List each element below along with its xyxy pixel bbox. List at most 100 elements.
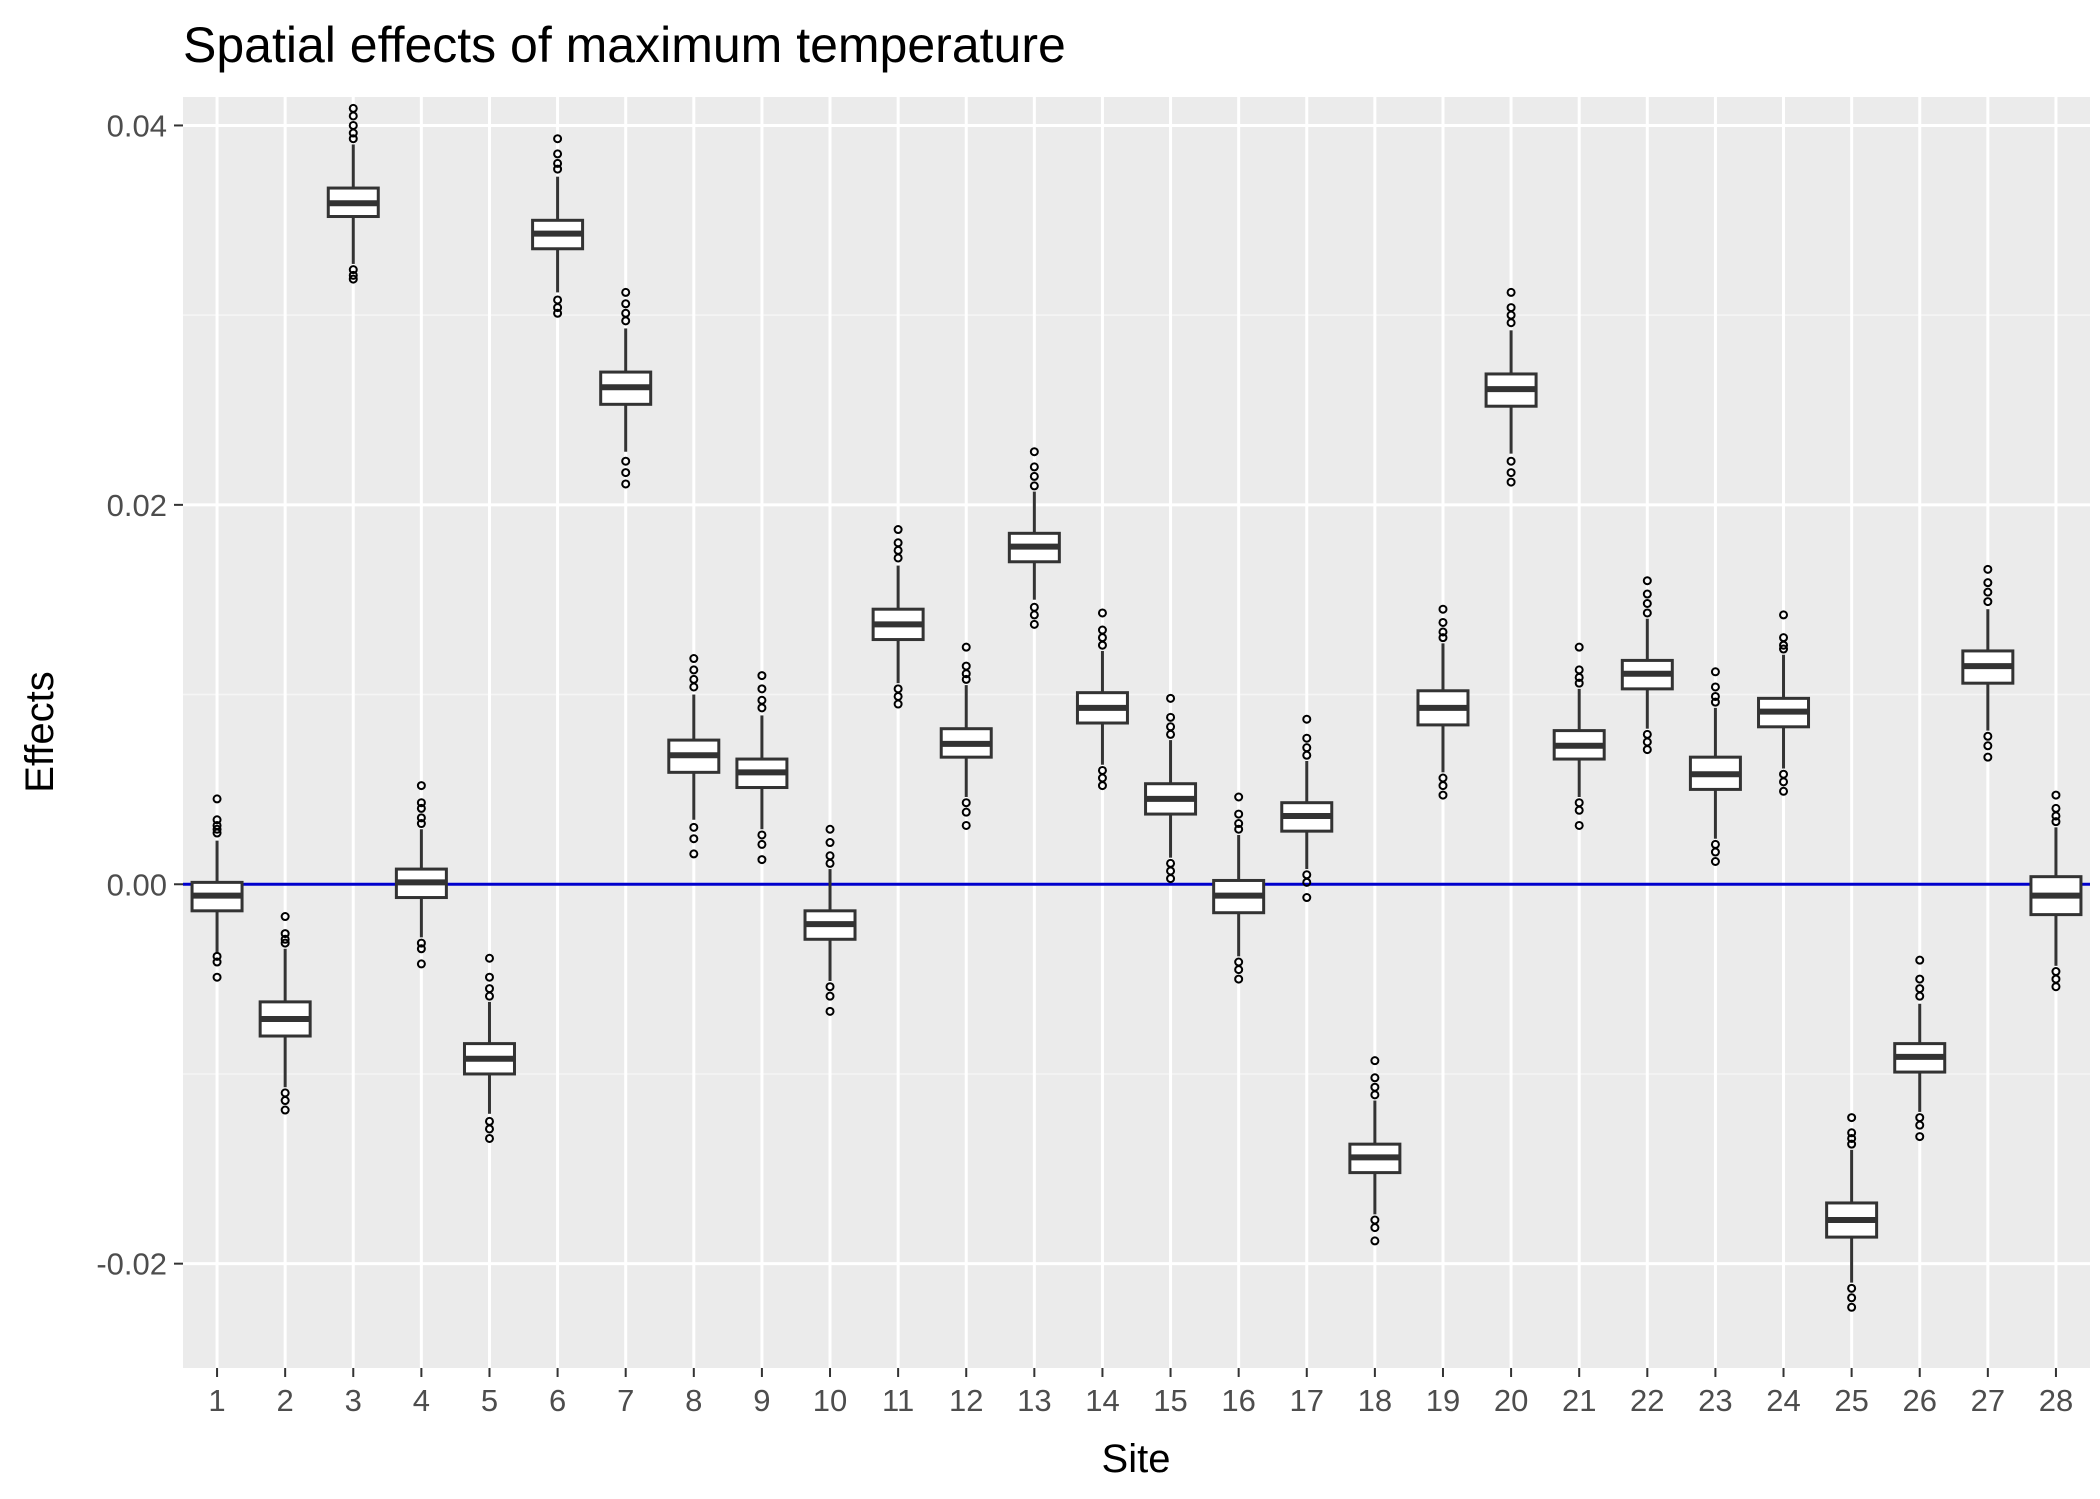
outlier-point <box>1915 955 1925 965</box>
outlier-point <box>1710 691 1720 701</box>
outlier-point <box>689 834 699 844</box>
outlier-point <box>553 164 563 174</box>
outlier-point <box>1642 589 1652 599</box>
outlier-point <box>212 972 222 982</box>
outlier-point <box>416 813 426 823</box>
outlier-point <box>1370 1073 1380 1083</box>
outlier-point <box>1029 471 1039 481</box>
outlier-point <box>1779 610 1789 620</box>
box-site-15 <box>1144 693 1198 884</box>
outlier-point <box>1438 781 1448 791</box>
outlier-point <box>348 134 358 144</box>
outlier-point <box>1302 877 1312 887</box>
outlier-point <box>1983 564 1993 574</box>
outlier-point <box>484 991 494 1001</box>
outlier-point <box>416 798 426 808</box>
outlier-point <box>1166 693 1176 703</box>
outlier-point <box>416 803 426 813</box>
outlier-point <box>1983 741 1993 751</box>
x-tick-label: 11 <box>882 1383 914 1418</box>
outlier-point <box>1710 847 1720 857</box>
outlier-point <box>825 1006 835 1016</box>
outlier-point <box>1847 1113 1857 1123</box>
outlier-point <box>1506 468 1516 478</box>
outlier-point <box>961 642 971 652</box>
outlier-point <box>280 929 290 939</box>
outlier-point <box>1234 819 1244 829</box>
outlier-point <box>348 270 358 280</box>
box-site-10 <box>803 824 857 1016</box>
outlier-point <box>2051 811 2061 821</box>
outlier-point <box>1029 481 1039 491</box>
outlier-point <box>553 149 563 159</box>
outlier-point <box>553 308 563 318</box>
y-tick-label: 0.02 <box>107 488 167 523</box>
box-site-18 <box>1348 1056 1402 1246</box>
outlier-point <box>1234 824 1244 834</box>
outlier-point <box>1302 733 1312 743</box>
x-tick-label: 25 <box>1834 1383 1868 1418</box>
box-site-21 <box>1552 642 1606 830</box>
outlier-point <box>1642 599 1652 609</box>
outlier-point <box>280 934 290 944</box>
outlier-point <box>1370 1090 1380 1100</box>
outlier-point <box>825 838 835 848</box>
outlier-point <box>757 839 767 849</box>
outlier-point <box>1915 974 1925 984</box>
x-tick-label: 8 <box>685 1383 702 1418</box>
x-tick-label: 2 <box>277 1383 294 1418</box>
outlier-point <box>348 274 358 284</box>
outlier-point <box>1302 714 1312 724</box>
outlier-point <box>484 1133 494 1143</box>
outlier-point <box>553 158 563 168</box>
outlier-point <box>1983 587 1993 597</box>
outlier-point <box>757 855 767 865</box>
x-tick-label: 7 <box>617 1383 634 1418</box>
y-tick-label: -0.02 <box>96 1247 167 1282</box>
box-site-5 <box>462 953 516 1143</box>
outlier-point <box>348 111 358 121</box>
outlier-point <box>689 849 699 859</box>
x-tick-label: 14 <box>1085 1383 1119 1418</box>
outlier-point <box>1779 644 1789 654</box>
outlier-point <box>1779 786 1789 796</box>
outlier-point <box>893 525 903 535</box>
box-site-24 <box>1757 610 1811 796</box>
outlier-point <box>689 654 699 664</box>
outlier-point <box>1847 1128 1857 1138</box>
y-axis: -0.02 0.00 0.02 0.04 <box>96 108 183 1282</box>
outlier-point <box>825 824 835 834</box>
outlier-point <box>212 794 222 804</box>
outlier-point <box>280 938 290 948</box>
outlier-point <box>1029 447 1039 457</box>
box-site-16 <box>1212 792 1266 984</box>
outlier-point <box>1302 750 1312 760</box>
outlier-point <box>1710 682 1720 692</box>
outlier-point <box>553 134 563 144</box>
outlier-point <box>1574 820 1584 830</box>
outlier-point <box>1574 642 1584 652</box>
outlier-point <box>212 824 222 834</box>
outlier-point <box>484 953 494 963</box>
outlier-point <box>757 684 767 694</box>
box-site-14 <box>1075 608 1129 791</box>
outlier-point <box>1847 1283 1857 1293</box>
outlier-point <box>825 991 835 1001</box>
outlier-point <box>961 669 971 679</box>
x-tick-label: 22 <box>1630 1383 1664 1418</box>
x-tick-label: 13 <box>1017 1383 1051 1418</box>
outlier-point <box>1234 974 1244 984</box>
outlier-point <box>893 553 903 563</box>
outlier-point <box>416 781 426 791</box>
outlier-point <box>1302 893 1312 903</box>
outlier-point <box>212 815 222 825</box>
outlier-point <box>212 828 222 838</box>
chart-title: Spatial effects of maximum temperature <box>183 17 1066 73</box>
outlier-point <box>2051 982 2061 992</box>
box-site-9 <box>735 671 789 865</box>
box-site-13 <box>1007 447 1061 629</box>
x-tick-label: 6 <box>549 1383 566 1418</box>
box-site-11 <box>871 525 925 709</box>
box-site-7 <box>599 287 653 489</box>
outlier-point <box>212 951 222 961</box>
